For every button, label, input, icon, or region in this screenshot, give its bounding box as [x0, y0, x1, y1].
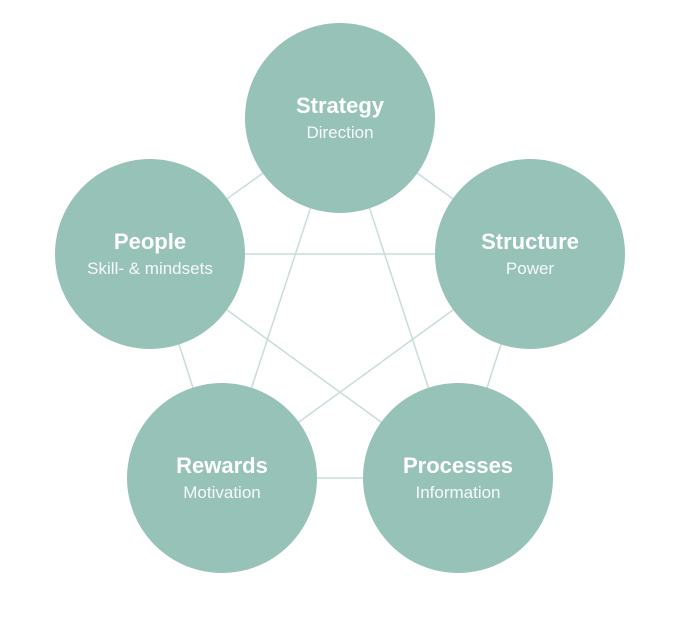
- star-model-diagram: Strategy Direction Structure Power Processes…: [0, 0, 680, 619]
- node-people-subtitle: Skill- & mindsets: [87, 259, 213, 279]
- node-strategy-title: Strategy: [296, 93, 384, 119]
- node-rewards-subtitle: Motivation: [183, 483, 260, 503]
- node-structure: Structure Power: [435, 159, 625, 349]
- node-processes: Processes Information: [363, 383, 553, 573]
- node-processes-title: Processes: [403, 453, 513, 479]
- node-people-title: People: [114, 229, 186, 255]
- node-people: People Skill- & mindsets: [55, 159, 245, 349]
- node-strategy: Strategy Direction: [245, 23, 435, 213]
- node-rewards-title: Rewards: [176, 453, 268, 479]
- node-strategy-subtitle: Direction: [306, 123, 373, 143]
- node-processes-subtitle: Information: [415, 483, 500, 503]
- node-rewards: Rewards Motivation: [127, 383, 317, 573]
- node-structure-subtitle: Power: [506, 259, 554, 279]
- node-structure-title: Structure: [481, 229, 579, 255]
